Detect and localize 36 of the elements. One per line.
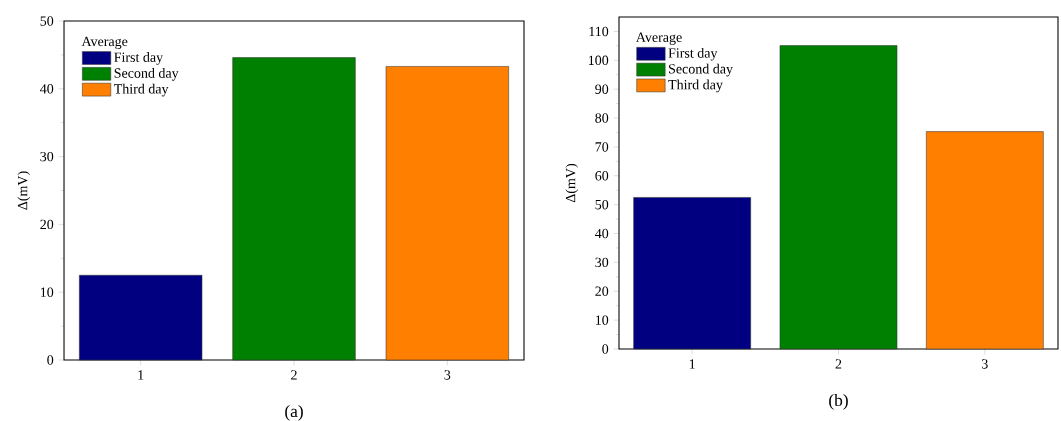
y-tick-label: 0 bbox=[47, 355, 54, 365]
y-axis-title: Δ(mV) bbox=[565, 163, 579, 203]
y-tick-label: 30 bbox=[40, 151, 54, 162]
legend-label: Third day bbox=[113, 83, 169, 97]
y-tick-label: 110 bbox=[589, 26, 609, 37]
legend-title: Average bbox=[81, 36, 128, 50]
legend-label: First day bbox=[668, 47, 718, 61]
y-tick-label: 20 bbox=[595, 286, 609, 296]
x-tick-label: 3 bbox=[444, 370, 451, 380]
y-tick-label: 100 bbox=[588, 55, 609, 66]
legend-label: First day bbox=[114, 52, 164, 65]
y-tick-label: 60 bbox=[595, 171, 609, 181]
y-tick-label: 40 bbox=[40, 84, 54, 94]
y-tick-label: 50 bbox=[40, 16, 54, 26]
legend-label: Third day bbox=[668, 79, 723, 93]
legend-label: Second day bbox=[114, 67, 179, 81]
x-tick-label: 2 bbox=[291, 370, 297, 380]
x-tick-label: 1 bbox=[138, 370, 144, 380]
text: (b) bbox=[829, 393, 848, 410]
y-tick-label: 80 bbox=[595, 113, 609, 123]
y-tick-label: 10 bbox=[595, 315, 609, 325]
text: (a) bbox=[285, 404, 303, 421]
y-tick-label: 70 bbox=[595, 142, 609, 152]
legend-label: Second day bbox=[669, 63, 733, 77]
y-tick-label: 30 bbox=[595, 257, 609, 268]
x-tick-label: 2 bbox=[835, 359, 842, 369]
y-tick-label: 20 bbox=[40, 219, 54, 230]
y-tick-label: 0 bbox=[602, 344, 609, 354]
y-tick-label: 10 bbox=[40, 287, 54, 297]
y-tick-label: 50 bbox=[595, 199, 609, 210]
y-axis-title: Δ(mV) bbox=[17, 171, 31, 210]
x-tick-label: 1 bbox=[689, 359, 695, 369]
y-tick-label: 90 bbox=[595, 84, 609, 94]
y-tick-label: 40 bbox=[595, 228, 609, 239]
legend-title: Average bbox=[635, 32, 682, 45]
x-tick-label: 3 bbox=[981, 359, 988, 369]
